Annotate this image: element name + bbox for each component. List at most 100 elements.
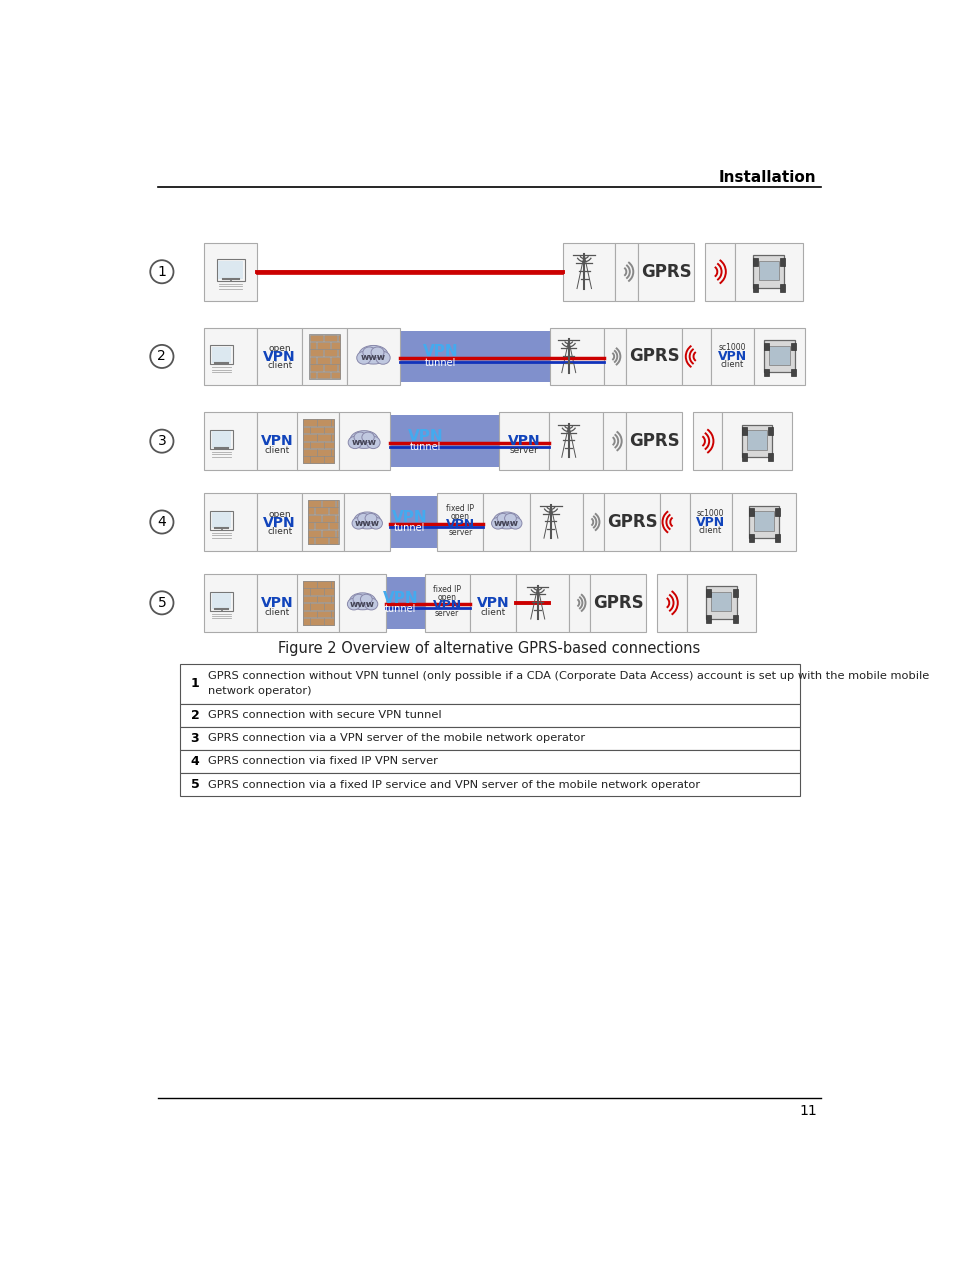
Bar [308,522,314,530]
Ellipse shape [497,513,508,523]
Ellipse shape [504,513,516,523]
Text: 3: 3 [191,732,199,745]
Text: fixed IP: fixed IP [433,585,460,594]
Bar [316,357,330,363]
Text: Installation: Installation [719,169,816,184]
Ellipse shape [354,512,380,528]
Bar [322,530,335,536]
Bar [483,493,530,551]
Bar [339,413,390,470]
Bar [686,574,756,631]
Ellipse shape [366,437,379,448]
Text: www: www [352,438,376,447]
Text: VPN: VPN [261,596,294,610]
Bar [582,493,604,551]
Bar [775,535,780,542]
Ellipse shape [357,513,369,523]
Text: GPRS: GPRS [628,348,679,366]
Bar [753,258,758,265]
Text: server: server [448,528,472,537]
Bar [257,493,302,551]
Ellipse shape [354,432,366,442]
Bar [179,704,799,726]
Bar [309,364,322,371]
Text: Figure 2 Overview of alternative GPRS-based connections: Figure 2 Overview of alternative GPRS-ba… [277,641,700,655]
Bar [204,413,257,470]
Bar [317,450,331,456]
Bar [741,453,746,461]
Bar [303,603,310,610]
Bar [323,364,336,371]
Bar [339,577,469,629]
Bar [331,611,334,617]
Bar [322,514,335,522]
Ellipse shape [364,598,377,610]
Text: GPRS connection via a fixed IP service and VPN server of the mobile network oper: GPRS connection via a fixed IP service a… [208,780,699,790]
Bar [732,493,795,551]
Text: VPN: VPN [382,591,418,606]
Text: 5: 5 [191,779,199,791]
Bar [604,493,659,551]
Bar [216,259,245,281]
Bar [309,342,315,349]
Text: 4: 4 [191,754,199,768]
Bar [303,611,316,617]
Text: open: open [268,344,291,353]
Ellipse shape [356,352,371,364]
Bar [303,419,316,425]
Bar [775,508,780,516]
Bar [307,499,338,545]
Text: GPRS: GPRS [606,513,657,531]
Bar [625,413,681,470]
Bar [615,243,638,301]
Bar [568,574,590,631]
Ellipse shape [361,432,374,442]
Bar [179,726,799,749]
Bar [548,413,602,470]
Bar [659,493,689,551]
Bar [516,574,568,631]
Bar [741,427,746,436]
Bar [324,427,334,433]
Bar [316,372,330,378]
Bar [324,588,334,596]
Bar [303,618,310,625]
Bar [317,434,331,441]
Text: GPRS: GPRS [593,594,643,612]
Bar [590,574,645,631]
Bar [317,611,331,617]
Bar [741,424,772,457]
Bar [303,580,334,625]
Bar [562,243,615,301]
Bar [638,243,694,301]
Text: www: www [360,353,386,362]
Text: fixed IP: fixed IP [446,504,474,513]
Bar [302,328,347,385]
Text: client: client [720,361,743,370]
Bar [767,427,772,436]
Bar [303,456,310,464]
Ellipse shape [353,594,364,605]
Ellipse shape [349,593,375,610]
Text: 3: 3 [157,434,166,448]
Text: VPN: VPN [263,516,295,530]
Circle shape [150,592,173,615]
Bar [210,511,233,530]
Bar [212,593,232,610]
Circle shape [150,260,173,283]
Text: 1: 1 [191,677,199,690]
Bar [790,343,795,351]
Ellipse shape [493,512,519,528]
Bar [625,328,681,385]
Bar [212,512,232,528]
Bar [705,615,710,622]
Ellipse shape [365,513,376,523]
Bar [314,508,328,514]
Text: VPN: VPN [476,596,509,610]
Bar [329,508,337,514]
Bar [331,434,334,441]
Ellipse shape [348,437,361,448]
Bar [314,537,328,544]
Text: 11: 11 [799,1104,816,1118]
Text: client: client [267,527,292,536]
